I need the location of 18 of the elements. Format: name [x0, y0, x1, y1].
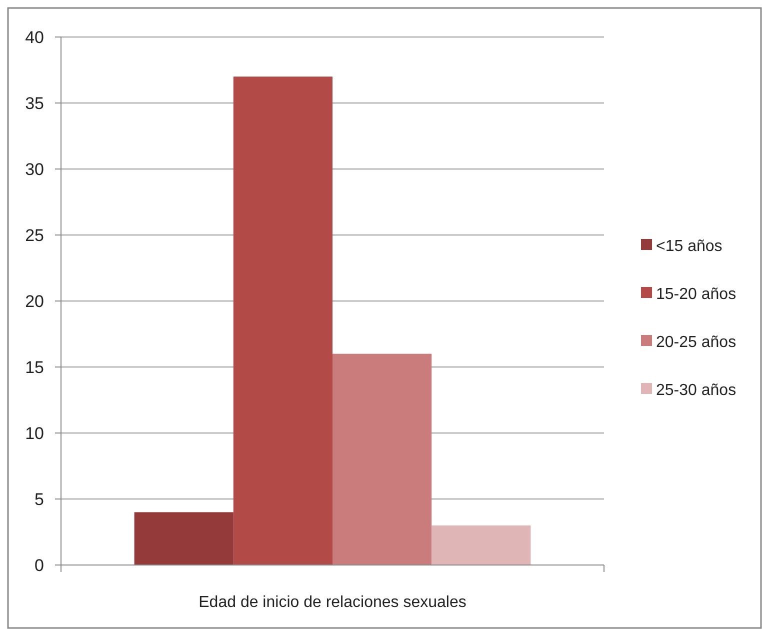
x-tick-label: Edad de inicio de relaciones sexuales: [198, 594, 466, 611]
legend-label: 20-25 años: [656, 334, 736, 351]
legend-label: 25-30 años: [656, 382, 736, 399]
bar: [432, 525, 531, 565]
y-tick-label: 30: [25, 160, 44, 179]
y-tick-label: 0: [34, 556, 44, 575]
y-tick-label: 10: [25, 424, 44, 443]
y-tick-label: 40: [25, 28, 44, 47]
legend-label: <15 años: [656, 238, 722, 255]
legend-label: 15-20 años: [656, 286, 736, 303]
bar: [233, 76, 332, 565]
y-tick-label: 20: [25, 292, 44, 311]
y-tick-label: 25: [25, 226, 44, 245]
y-tick-label: 35: [25, 94, 44, 113]
bar: [332, 354, 432, 565]
y-tick-label: 15: [25, 358, 44, 377]
y-tick-label: 5: [34, 490, 44, 509]
bar: [134, 512, 234, 565]
